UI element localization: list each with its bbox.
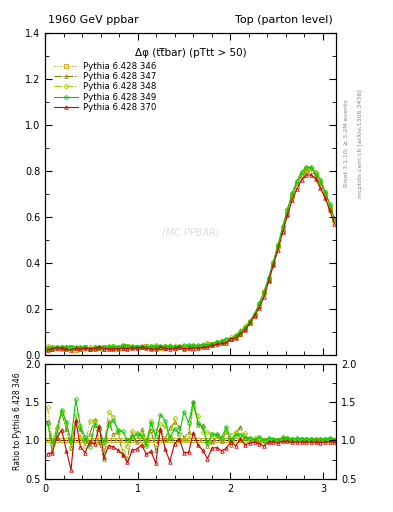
Pythia 6.428 348 bbox=[125, 344, 130, 350]
Line: Pythia 6.428 370: Pythia 6.428 370 bbox=[46, 173, 336, 352]
Pythia 6.428 346 bbox=[224, 338, 229, 345]
Pythia 6.428 349 bbox=[88, 346, 92, 352]
Pythia 6.428 349 bbox=[107, 344, 111, 350]
Pythia 6.428 347 bbox=[309, 165, 313, 171]
Pythia 6.428 347 bbox=[332, 216, 337, 222]
Pythia 6.428 346 bbox=[125, 343, 130, 349]
Pythia 6.428 348 bbox=[69, 345, 73, 351]
Pythia 6.428 370 bbox=[125, 346, 130, 352]
Pythia 6.428 370 bbox=[332, 221, 337, 227]
Pythia 6.428 347 bbox=[69, 345, 73, 351]
Pythia 6.428 349 bbox=[299, 169, 304, 175]
Pythia 6.428 349 bbox=[304, 164, 309, 170]
Text: (MC PPBAR): (MC PPBAR) bbox=[162, 228, 219, 238]
Pythia 6.428 349 bbox=[191, 342, 196, 348]
Pythia 6.428 346 bbox=[332, 217, 337, 223]
Pythia 6.428 346 bbox=[191, 346, 196, 352]
Pythia 6.428 370 bbox=[224, 339, 229, 346]
Pythia 6.428 349 bbox=[69, 344, 73, 350]
Pythia 6.428 349 bbox=[332, 216, 337, 222]
Pythia 6.428 349 bbox=[125, 343, 130, 349]
Pythia 6.428 348 bbox=[304, 165, 309, 171]
Text: 1960 GeV ppbar: 1960 GeV ppbar bbox=[48, 15, 139, 25]
Y-axis label: Ratio to Pythia 6.428 346: Ratio to Pythia 6.428 346 bbox=[13, 372, 22, 470]
Pythia 6.428 370 bbox=[299, 177, 304, 183]
Pythia 6.428 348 bbox=[107, 343, 111, 349]
Pythia 6.428 370 bbox=[69, 347, 73, 353]
Pythia 6.428 347 bbox=[107, 344, 111, 350]
Text: mcplots.cern.ch [arXiv:1306.3436]: mcplots.cern.ch [arXiv:1306.3436] bbox=[358, 89, 363, 198]
Pythia 6.428 348 bbox=[78, 345, 83, 351]
Pythia 6.428 347 bbox=[45, 345, 50, 351]
Pythia 6.428 348 bbox=[224, 336, 229, 343]
Line: Pythia 6.428 346: Pythia 6.428 346 bbox=[46, 169, 336, 351]
Pythia 6.428 370 bbox=[191, 345, 196, 351]
Pythia 6.428 347 bbox=[224, 336, 229, 343]
Pythia 6.428 349 bbox=[45, 345, 50, 351]
Pythia 6.428 370 bbox=[73, 345, 78, 351]
Pythia 6.428 347 bbox=[299, 172, 304, 178]
Line: Pythia 6.428 347: Pythia 6.428 347 bbox=[46, 166, 336, 351]
Pythia 6.428 370 bbox=[304, 172, 309, 178]
Line: Pythia 6.428 349: Pythia 6.428 349 bbox=[46, 165, 336, 351]
Pythia 6.428 348 bbox=[45, 343, 50, 349]
Text: Δφ (tt̅bar) (pTtt > 50): Δφ (tt̅bar) (pTtt > 50) bbox=[135, 48, 246, 58]
Pythia 6.428 348 bbox=[332, 217, 337, 223]
Pythia 6.428 349 bbox=[224, 336, 229, 342]
Pythia 6.428 346 bbox=[304, 168, 309, 174]
Text: Rivet 3.1.10; ≥ 3.2M events: Rivet 3.1.10; ≥ 3.2M events bbox=[344, 99, 349, 187]
Pythia 6.428 346 bbox=[45, 346, 50, 352]
Pythia 6.428 370 bbox=[45, 347, 50, 353]
Pythia 6.428 346 bbox=[299, 173, 304, 179]
Line: Pythia 6.428 348: Pythia 6.428 348 bbox=[46, 166, 336, 350]
Pythia 6.428 347 bbox=[191, 342, 196, 348]
Pythia 6.428 347 bbox=[102, 346, 107, 352]
Pythia 6.428 348 bbox=[299, 170, 304, 176]
Legend: Pythia 6.428 346, Pythia 6.428 347, Pythia 6.428 348, Pythia 6.428 349, Pythia 6: Pythia 6.428 346, Pythia 6.428 347, Pyth… bbox=[52, 60, 158, 114]
Pythia 6.428 346 bbox=[107, 345, 111, 351]
Pythia 6.428 348 bbox=[191, 343, 196, 349]
Pythia 6.428 370 bbox=[107, 346, 111, 352]
Pythia 6.428 347 bbox=[125, 345, 130, 351]
Text: Top (parton level): Top (parton level) bbox=[235, 15, 333, 25]
Pythia 6.428 346 bbox=[69, 344, 73, 350]
Pythia 6.428 346 bbox=[73, 347, 78, 353]
